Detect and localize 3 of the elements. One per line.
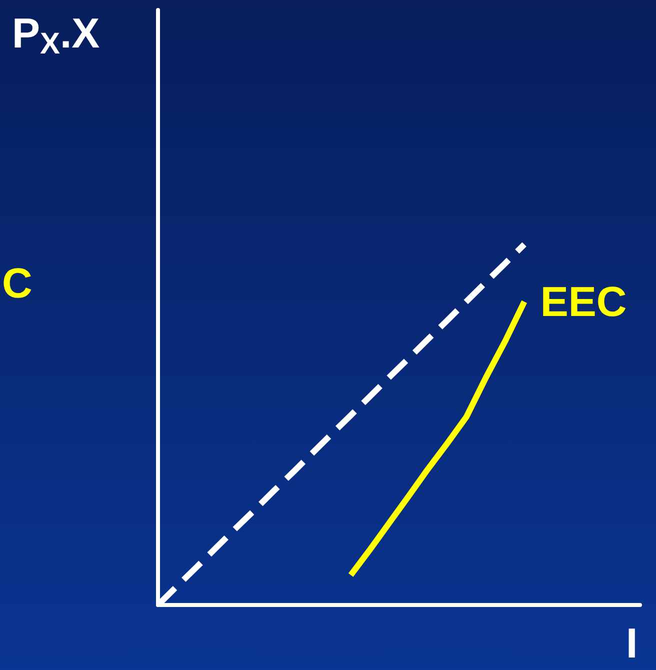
x-axis-title: I: [626, 620, 638, 666]
series-label: EEC: [540, 278, 627, 326]
text: C: [2, 260, 32, 306]
